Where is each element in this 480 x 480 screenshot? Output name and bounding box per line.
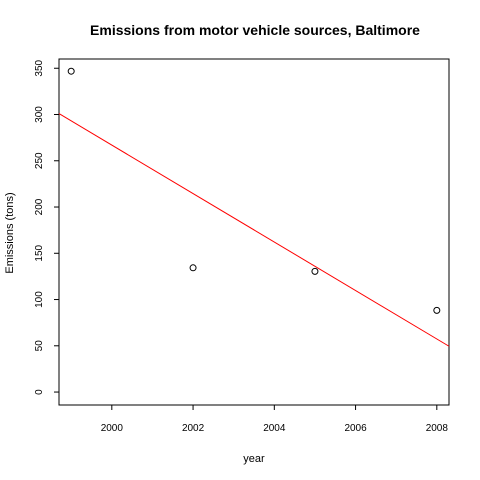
- x-axis-label: year: [243, 453, 265, 465]
- x-tick-label: 2008: [426, 423, 449, 434]
- x-axis: 2000 2002 2004 2006 2008: [101, 405, 449, 434]
- fit-layer: [58, 113, 450, 347]
- data-point: [311, 267, 319, 275]
- points-layer: [67, 67, 441, 314]
- x-tick-label: 2004: [263, 423, 286, 434]
- y-tick-label: 100: [34, 291, 45, 308]
- y-tick-label: 200: [34, 198, 45, 215]
- x-tick-label: 2002: [182, 423, 205, 434]
- x-tick-label: 2006: [344, 423, 367, 434]
- y-tick-label: 250: [34, 152, 45, 169]
- regression-line: [58, 113, 450, 347]
- y-axis-label: Emissions (tons): [4, 192, 16, 273]
- y-tick-label: 300: [34, 106, 45, 123]
- x-tick-label: 2000: [101, 423, 124, 434]
- y-axis: 0 50 100 150 200 250 300 350: [34, 59, 59, 395]
- data-point: [433, 306, 441, 314]
- data-point: [189, 264, 197, 272]
- y-tick-label: 0: [34, 389, 45, 395]
- chart-title: Emissions from motor vehicle sources, Ba…: [90, 22, 420, 38]
- plot-frame: [58, 58, 450, 406]
- y-tick-label: 150: [34, 244, 45, 261]
- y-tick-label: 350: [34, 59, 45, 76]
- y-tick-label: 50: [34, 340, 45, 352]
- data-point: [67, 67, 75, 75]
